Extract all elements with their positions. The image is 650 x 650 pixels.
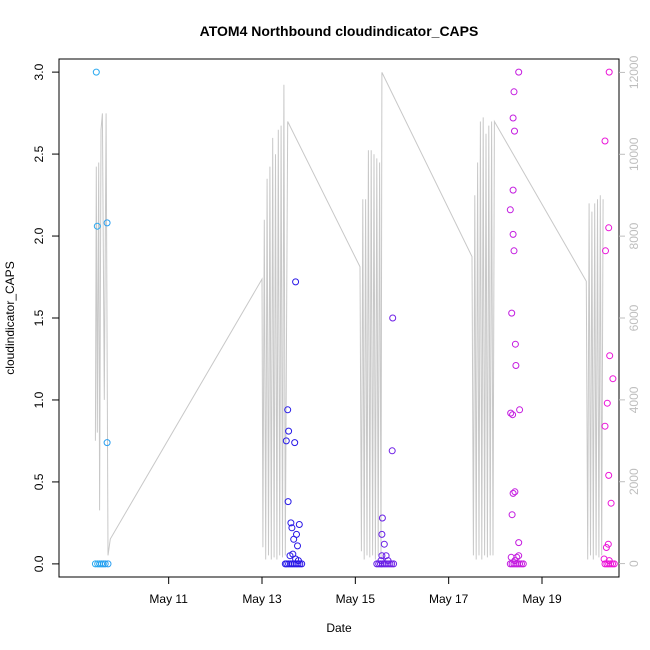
data-point [296, 560, 304, 568]
data-point [291, 439, 299, 447]
data-point [285, 427, 293, 435]
data-point [284, 406, 292, 414]
data-point [293, 530, 300, 538]
data-point [93, 222, 101, 230]
x-tick-label: May 11 [149, 592, 188, 606]
plot-frame [58, 58, 620, 578]
data-point [388, 447, 396, 455]
y-tick-label: 0.5 [32, 473, 46, 490]
data-point [509, 114, 517, 122]
data-point [510, 88, 518, 96]
data-point [509, 489, 517, 497]
data-point [103, 439, 111, 447]
data-point [605, 68, 613, 76]
data-point [103, 219, 111, 227]
data-point [607, 560, 615, 568]
y-tick-label: 2.5 [32, 145, 46, 162]
y2-axis: 0 2000 4000 6000 8000 10000 12000 [619, 55, 641, 567]
data-point [294, 560, 302, 568]
data-point [378, 530, 386, 538]
y-tick-label: 0.0 [32, 555, 46, 572]
data-point [515, 68, 523, 76]
data-point [516, 406, 524, 414]
data-point [603, 399, 611, 407]
data-point [510, 247, 518, 255]
data-point [292, 278, 300, 286]
data-point [605, 224, 613, 232]
secondary-series-line [94, 72, 604, 560]
x-tick-label: May 15 [336, 592, 376, 606]
data-point [508, 511, 516, 519]
data-point [287, 519, 295, 527]
data-point [511, 127, 518, 135]
data-point [99, 560, 107, 568]
y-tick-label: 1.5 [32, 309, 46, 326]
y2-tick-label: 8000 [627, 222, 641, 249]
data-point [605, 471, 613, 479]
data-point [606, 352, 614, 360]
data-point [601, 422, 609, 430]
data-point [298, 560, 306, 568]
x-tick-label: May 13 [242, 592, 282, 606]
y2-tick-label: 6000 [627, 304, 641, 331]
data-point [519, 560, 527, 568]
data-point [294, 542, 301, 550]
data-point [508, 309, 516, 317]
secondary-series-layer [94, 72, 604, 560]
data-point [288, 524, 296, 532]
data-point [282, 437, 290, 445]
data-point [378, 514, 386, 522]
data-point [509, 411, 517, 419]
x-tick-label: May 19 [522, 592, 562, 606]
data-point [609, 375, 617, 383]
data-point [511, 488, 519, 496]
data-point [284, 498, 292, 506]
y2-tick-label: 2000 [627, 468, 641, 495]
y2-tick-label: 10000 [627, 137, 641, 171]
data-point [509, 186, 517, 194]
data-point [380, 540, 388, 548]
data-point [515, 539, 523, 547]
data-point [389, 314, 397, 322]
y2-tick-label: 12000 [627, 55, 641, 89]
y-axis: 0.0 0.5 1.0 1.5 2.0 2.5 3.0 [32, 63, 59, 572]
data-point [512, 362, 520, 369]
data-point [602, 247, 609, 255]
y-axis-label: cloudindicator_CAPS [3, 261, 17, 374]
data-point [104, 560, 112, 568]
data-point [388, 560, 396, 568]
x-tick-label: May 17 [429, 592, 469, 606]
data-point [610, 560, 618, 568]
points-layer [91, 68, 618, 568]
y-tick-label: 2.0 [32, 227, 46, 244]
data-point [515, 552, 523, 560]
data-point [601, 137, 609, 145]
data-point [378, 552, 386, 560]
data-point [511, 340, 519, 348]
data-point [295, 521, 303, 528]
y-tick-label: 3.0 [32, 63, 46, 80]
data-point [602, 544, 610, 551]
data-point [516, 560, 524, 568]
data-point [509, 230, 517, 238]
data-point [92, 68, 100, 76]
x-axis-label: Date [326, 621, 352, 635]
chart-title: ATOM4 Northbound cloudindicator_CAPS [200, 23, 479, 39]
data-point [507, 409, 515, 417]
data-point [607, 499, 615, 507]
y2-tick-label: 4000 [627, 386, 641, 413]
data-point [390, 560, 398, 568]
y-tick-label: 1.0 [32, 391, 46, 408]
data-point [101, 560, 109, 568]
data-point [506, 206, 514, 214]
y2-tick-label: 0 [627, 560, 641, 567]
x-axis: May 11 May 13 May 15 May 17 May 19 [149, 577, 562, 606]
